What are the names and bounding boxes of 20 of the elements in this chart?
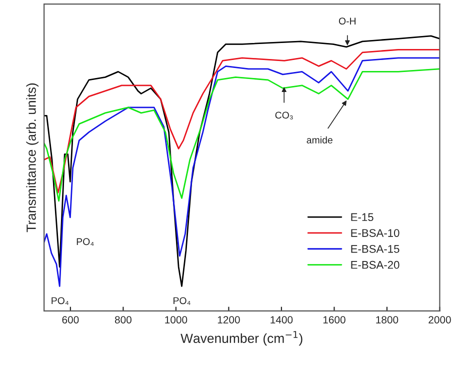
legend-label: E-BSA-10 xyxy=(351,229,400,237)
x-tick-label: 1800 xyxy=(376,316,398,324)
x-tick-label: 1600 xyxy=(323,316,346,324)
x-tick-label: 1000 xyxy=(165,316,188,324)
legend-label: E-15 xyxy=(351,213,374,222)
x-tick-label: 800 xyxy=(114,316,132,324)
x-tick-label: 600 xyxy=(62,316,79,324)
legend-label: E-BSA-15 xyxy=(351,245,400,253)
x-tick-label: 1400 xyxy=(270,316,293,324)
annotation: amide xyxy=(306,136,332,144)
annotation: CO₃ xyxy=(275,112,293,120)
x-tick-label: 2000 xyxy=(428,316,451,324)
x-axis-title: Wavenumber (cm$^{−1}$) xyxy=(180,331,302,346)
legend-label: E-BSA-20 xyxy=(351,260,400,269)
annotation: O-H xyxy=(338,18,356,25)
annotation: PO₄ xyxy=(76,238,94,246)
annotation: PO₄ xyxy=(52,297,69,305)
annotation: PO₄ xyxy=(174,297,190,305)
y-axis-title: Transmittance (arb. units) xyxy=(26,83,38,232)
x-tick-label: 1200 xyxy=(218,316,240,324)
